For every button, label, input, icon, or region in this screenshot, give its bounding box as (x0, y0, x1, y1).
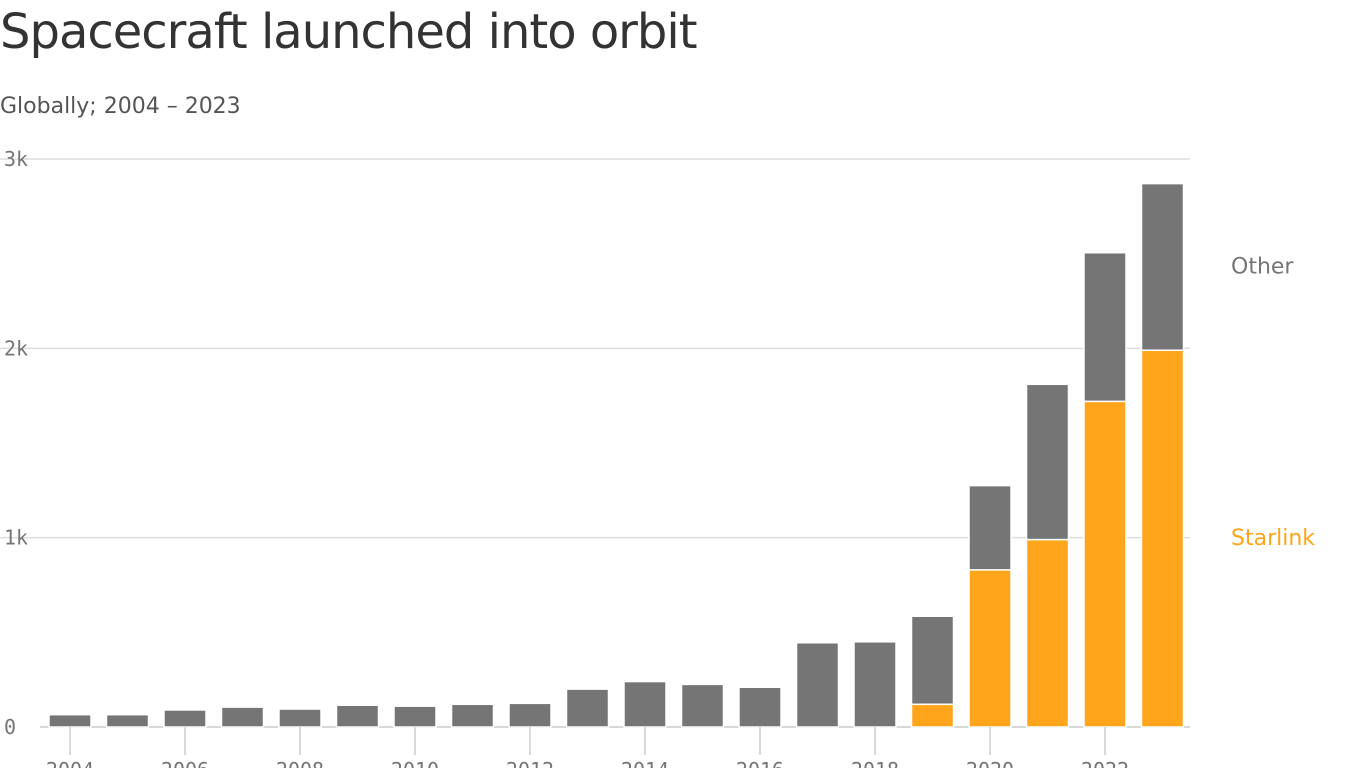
x-tick-label-2014: 2014 (621, 758, 669, 768)
bar-other-2014 (623, 680, 667, 728)
y-tick-label-1k: 1k (4, 526, 28, 550)
x-tick-label-2016: 2016 (736, 758, 784, 768)
x-tick-label-2004: 2004 (46, 758, 94, 768)
bar-other-2006 (163, 709, 207, 728)
x-tick-label-2020: 2020 (966, 758, 1014, 768)
bar-other-2016 (738, 686, 782, 728)
bar-other-2017 (795, 641, 840, 728)
chart-subtitle: Globally; 2004 – 2023 (0, 94, 241, 119)
bar-other-2021 (1025, 383, 1070, 541)
bar-other-2008 (278, 708, 322, 728)
bar-other-2012 (508, 702, 552, 728)
x-tick-label-2022: 2022 (1081, 758, 1129, 768)
bar-starlink-2023 (1140, 349, 1185, 728)
bar-starlink-2022 (1083, 400, 1127, 728)
y-tick-label-3k: 3k (4, 147, 28, 171)
bar-other-2004 (48, 713, 92, 728)
bar-other-2022 (1083, 251, 1127, 403)
bar-starlink-2021 (1025, 538, 1070, 728)
bar-other-2019 (910, 615, 955, 706)
bar-other-2011 (450, 703, 495, 728)
bar-starlink-2019 (910, 703, 955, 728)
x-tick-label-2010: 2010 (391, 758, 439, 768)
bar-other-2009 (335, 704, 380, 728)
bar-other-2015 (680, 683, 725, 728)
bar-other-2023 (1140, 182, 1185, 351)
bar-other-2013 (565, 688, 610, 728)
bar-starlink-2020 (968, 569, 1012, 728)
x-tick-label-2012: 2012 (506, 758, 554, 768)
bar-other-2007 (220, 706, 265, 728)
series-label-starlink: Starlink (1231, 526, 1315, 551)
y-tick-label-0: 0 (4, 715, 16, 739)
series-label-other: Other (1231, 254, 1294, 279)
x-tick-label-2008: 2008 (276, 758, 324, 768)
bar-other-2018 (853, 641, 897, 728)
y-tick-label-2k: 2k (4, 336, 28, 360)
bar-other-2005 (105, 713, 150, 728)
bar-other-2020 (968, 484, 1012, 571)
x-tick-label-2018: 2018 (851, 758, 899, 768)
bar-other-2010 (393, 705, 437, 728)
chart-title: Spacecraft launched into orbit (0, 4, 698, 60)
x-tick-label-2006: 2006 (161, 758, 209, 768)
